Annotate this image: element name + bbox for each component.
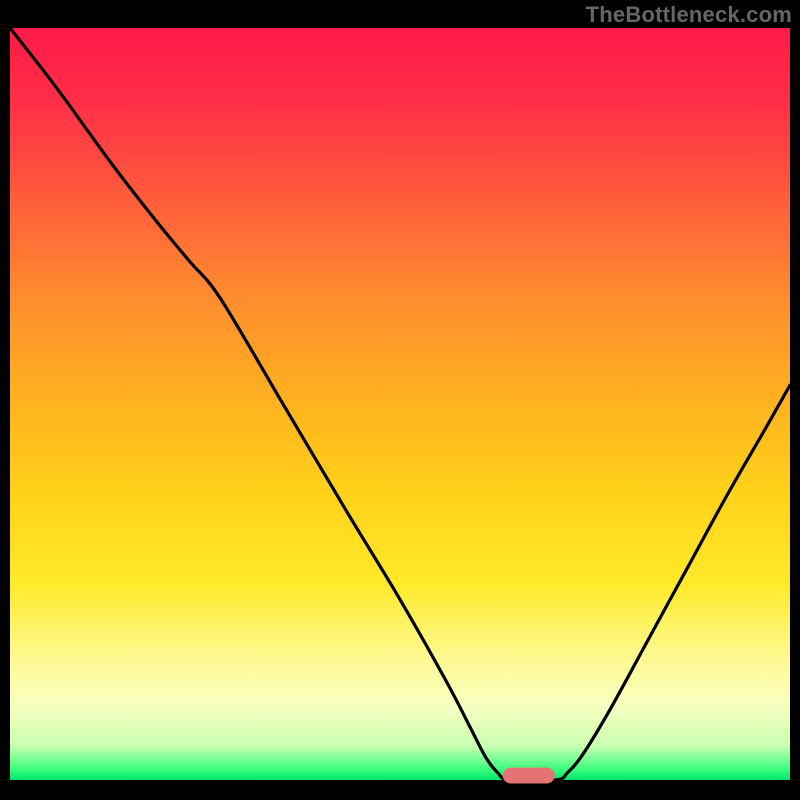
optimal-marker xyxy=(503,767,555,783)
chart-plot-area xyxy=(10,28,790,780)
watermark-text: TheBottleneck.com xyxy=(586,2,792,28)
chart-root: TheBottleneck.com xyxy=(0,0,800,800)
bottleneck-chart xyxy=(0,0,800,800)
